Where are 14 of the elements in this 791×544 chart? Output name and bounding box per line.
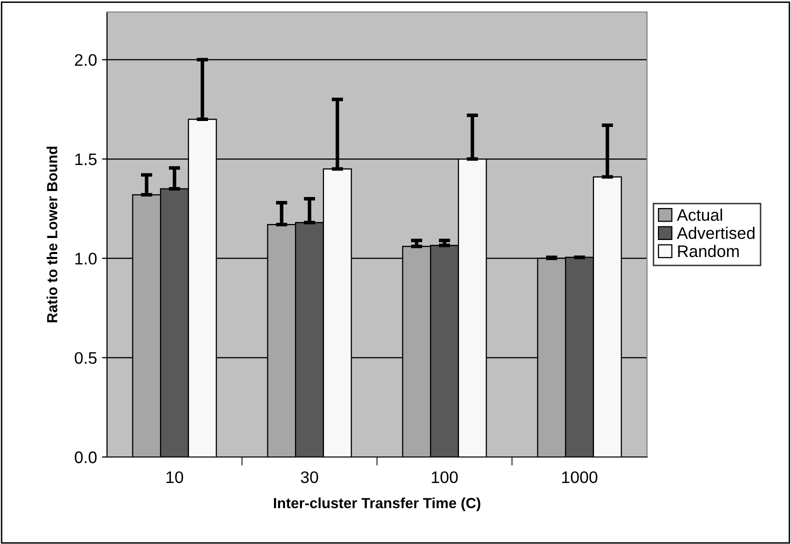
legend-label: Advertised (676, 226, 754, 240)
x-tick-label: 100 (432, 471, 458, 484)
y-tick-label: 2.0 (74, 54, 97, 66)
y-tick-label: 1.5 (75, 154, 97, 166)
x-tick-label: 10 (166, 471, 184, 484)
y-tick-label: 0.5 (74, 352, 97, 364)
y-axis-title: Ratio to the Lower Bound (46, 146, 58, 322)
x-tick-label: 30 (300, 471, 318, 484)
y-tick-label: 0.0 (74, 451, 97, 464)
y-tick-label: 1.0 (75, 252, 97, 265)
legend-label: Actual (676, 208, 722, 221)
legend-label: Random (678, 244, 739, 258)
x-axis-title: Inter-cluster Transfer Time (C) (274, 498, 480, 512)
x-tick-label: 1000 (562, 471, 598, 484)
